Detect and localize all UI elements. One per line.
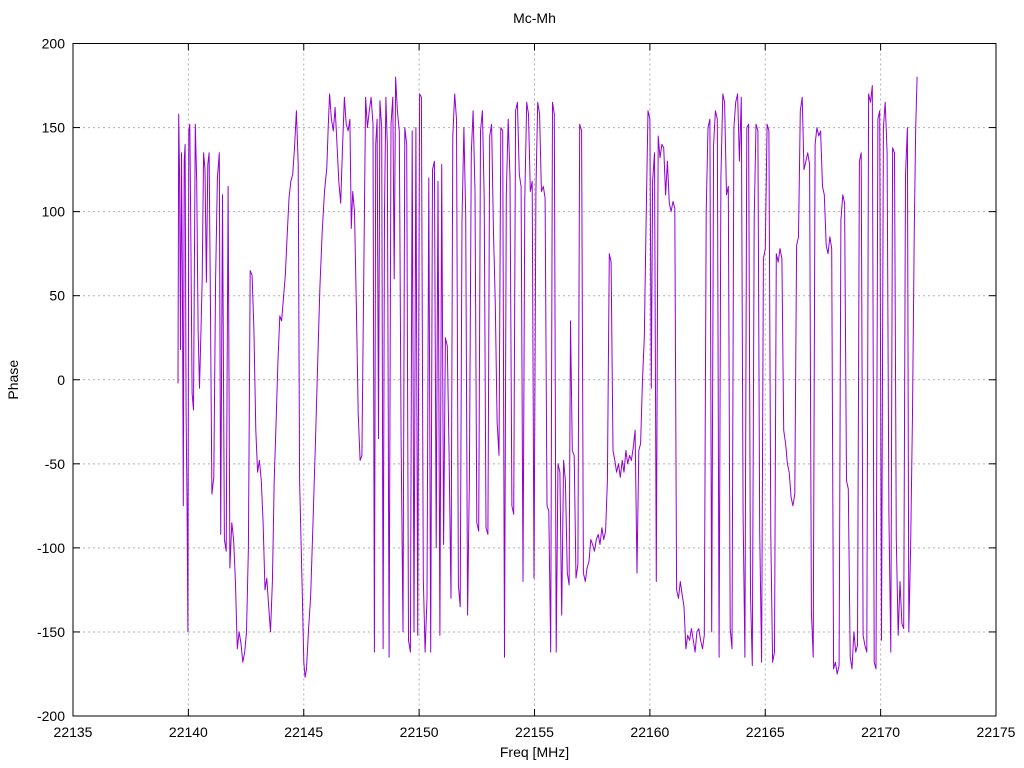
x-tick-label: 22140 [169,724,208,740]
x-tick-label: 22135 [54,724,93,740]
phase-trace [177,76,918,678]
x-tick-label: 22170 [861,724,900,740]
y-axis-label: Phase [5,360,21,400]
y-tick-label: 100 [42,204,66,220]
x-tick-label: 22160 [630,724,669,740]
x-tick-label: 22155 [515,724,554,740]
x-tick-label: 22145 [284,724,323,740]
chart-title: Mc-Mh [513,10,556,26]
y-tick-label: -200 [37,708,65,724]
y-tick-label: -50 [45,456,65,472]
y-tick-label: -100 [37,540,65,556]
y-tick-label: -150 [37,624,65,640]
x-tick-label: 22175 [977,724,1016,740]
y-tick-label: 0 [57,372,65,388]
x-tick-label: 22165 [746,724,785,740]
x-axis-label: Freq [MHz] [500,744,569,760]
x-tick-label: 22150 [400,724,439,740]
y-tick-label: 200 [42,36,66,52]
y-tick-label: 50 [49,288,65,304]
y-tick-label: 150 [42,120,66,136]
